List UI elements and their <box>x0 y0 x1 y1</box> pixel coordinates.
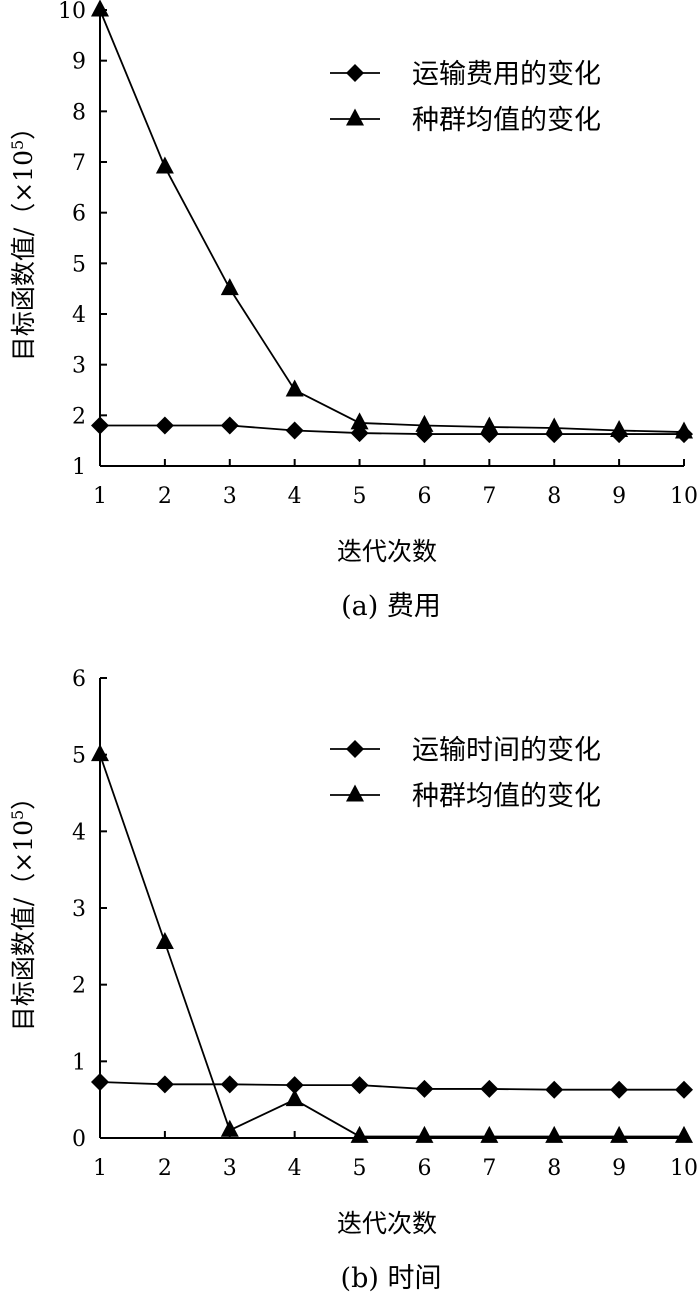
legend-marker-triangle <box>346 108 364 126</box>
data-point-triangle <box>545 417 564 435</box>
y-tick-label: 2 <box>72 974 86 999</box>
x-tick-label: 2 <box>158 1156 172 1181</box>
y-tick-label: 6 <box>72 667 86 692</box>
data-point-diamond <box>415 1079 434 1098</box>
y-tick-label: 3 <box>72 897 86 922</box>
y-tick-label: 4 <box>72 820 86 845</box>
data-point-diamond <box>545 1080 564 1099</box>
y-tick-label: 4 <box>72 303 86 328</box>
x-tick-label: 4 <box>288 484 302 509</box>
y-tick-label: 0 <box>72 1127 86 1152</box>
y-tick-label: 5 <box>72 252 86 277</box>
legend-label: 运输费用的变化 <box>412 59 601 90</box>
data-point-triangle <box>610 1125 629 1143</box>
x-tick-label: 10 <box>670 484 698 509</box>
data-point-diamond <box>155 1075 174 1094</box>
x-tick-label: 7 <box>482 1156 496 1181</box>
y-tick-label: 9 <box>72 50 86 75</box>
series-line-triangle <box>99 754 684 1138</box>
legend-marker-triangle <box>346 784 364 802</box>
x-tick-label: 1 <box>93 1156 107 1181</box>
data-point-triangle <box>220 1119 239 1137</box>
series-line-diamond <box>100 424 684 435</box>
data-point-diamond <box>480 1079 499 1098</box>
data-point-triangle <box>350 412 369 430</box>
figure-caption: (b) 时间 <box>341 1263 442 1294</box>
x-tick-label: 10 <box>670 1156 698 1181</box>
data-point-triangle <box>480 416 499 434</box>
y-tick-label: 10 <box>58 0 86 24</box>
legend-marker-diamond <box>346 740 364 758</box>
data-point-triangle <box>220 278 239 296</box>
data-point-diamond <box>91 1073 109 1092</box>
legend-label: 种群均值的变化 <box>412 781 601 812</box>
y-tick-label: 8 <box>72 100 86 125</box>
data-point-triangle <box>155 156 174 174</box>
legend-label: 运输时间的变化 <box>412 735 601 766</box>
data-point-triangle <box>285 379 304 397</box>
x-tick-label: 6 <box>417 484 431 509</box>
data-point-triangle <box>91 0 109 17</box>
data-point-triangle <box>675 1125 693 1143</box>
x-tick-label: 6 <box>417 1156 431 1181</box>
data-point-diamond <box>220 416 239 435</box>
x-tick-label: 8 <box>547 1156 561 1181</box>
x-tick-label: 3 <box>223 484 237 509</box>
x-tick-label: 8 <box>547 484 561 509</box>
y-tick-label: 2 <box>72 404 86 429</box>
x-tick-label: 9 <box>612 484 626 509</box>
data-point-triangle <box>91 744 109 762</box>
series-line-diamond <box>99 1081 684 1091</box>
data-point-triangle <box>415 414 434 432</box>
data-point-triangle <box>155 931 174 949</box>
y-axis-title: 目标函数值/（×105） <box>8 785 39 1031</box>
data-point-diamond <box>285 1076 304 1095</box>
data-point-diamond <box>285 421 304 440</box>
y-tick-label: 6 <box>72 202 86 227</box>
data-point-diamond <box>350 1076 369 1095</box>
data-point-diamond <box>220 1075 239 1094</box>
figure-caption: (a) 费用 <box>341 591 441 622</box>
data-point-diamond <box>155 416 174 435</box>
y-tick-label: 1 <box>72 1050 86 1075</box>
y-tick-label: 7 <box>72 151 86 176</box>
data-point-triangle <box>285 1089 304 1107</box>
y-tick-label: 5 <box>72 744 86 769</box>
x-tick-label: 5 <box>353 484 367 509</box>
data-point-diamond <box>610 1080 629 1099</box>
x-tick-label: 2 <box>158 484 172 509</box>
data-point-diamond <box>675 1080 693 1099</box>
x-axis-title: 迭代次数 <box>337 537 437 566</box>
data-point-triangle <box>350 1125 369 1143</box>
data-point-triangle <box>675 421 693 439</box>
x-tick-label: 7 <box>482 484 496 509</box>
data-point-triangle <box>610 419 629 437</box>
data-point-triangle <box>480 1125 499 1143</box>
y-tick-label: 3 <box>72 354 86 379</box>
x-tick-label: 4 <box>288 1156 302 1181</box>
x-tick-label: 1 <box>93 484 107 509</box>
data-point-triangle <box>415 1125 434 1143</box>
y-axis-title: 目标函数值/（×105） <box>8 115 39 361</box>
x-axis-title: 迭代次数 <box>337 1209 437 1238</box>
legend-marker-diamond <box>346 64 364 82</box>
x-tick-label: 3 <box>223 1156 237 1181</box>
series-line-triangle <box>99 9 685 433</box>
data-point-diamond <box>91 416 109 435</box>
y-tick-label: 1 <box>72 455 86 480</box>
chart-panel-a: 1 2 3 4 5 6 7 8 9 10 1 2 3 4 5 6 7 8 9 10 运输费用的变化种群均值的变化迭代次数… <box>8 0 698 622</box>
x-tick-label: 5 <box>353 1156 367 1181</box>
data-point-triangle <box>545 1125 564 1143</box>
legend-label: 种群均值的变化 <box>412 105 601 136</box>
x-tick-label: 9 <box>612 1156 626 1181</box>
